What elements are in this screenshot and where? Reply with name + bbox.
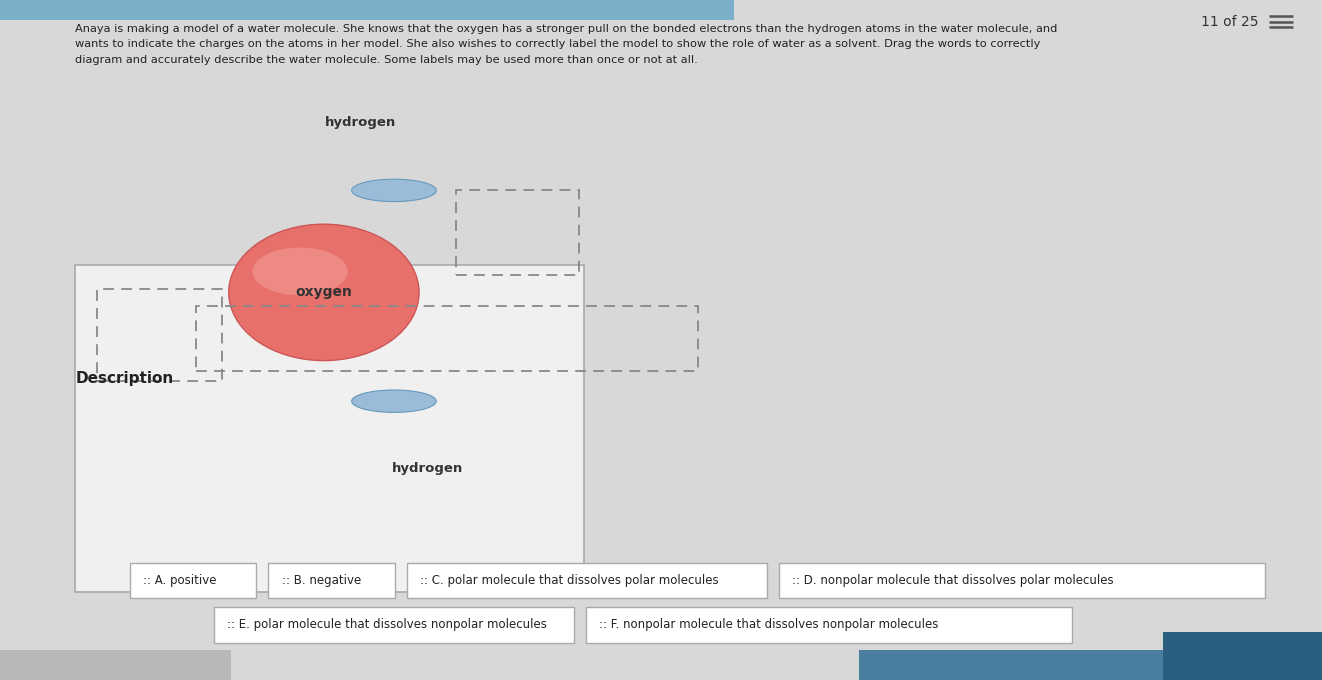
Text: wants to indicate the charges on the atoms in her model. She also wishes to corr: wants to indicate the charges on the ato…: [75, 39, 1040, 50]
Text: hydrogen: hydrogen: [391, 462, 463, 475]
Ellipse shape: [352, 390, 436, 412]
Ellipse shape: [253, 248, 348, 295]
Text: :: C. polar molecule that dissolves polar molecules: :: C. polar molecule that dissolves pola…: [420, 574, 719, 588]
Bar: [214, 607, 574, 643]
Text: :: A. positive: :: A. positive: [143, 574, 217, 588]
Bar: [586, 607, 1072, 643]
Bar: [196, 306, 698, 371]
Text: hydrogen: hydrogen: [325, 116, 397, 129]
Text: diagram and accurately describe the water molecule. Some labels may be used more: diagram and accurately describe the wate…: [75, 55, 698, 65]
Bar: [779, 563, 1265, 598]
Text: :: B. negative: :: B. negative: [282, 574, 361, 588]
Ellipse shape: [229, 224, 419, 360]
Bar: [97, 289, 222, 381]
Text: :: E. polar molecule that dissolves nonpolar molecules: :: E. polar molecule that dissolves nonp…: [227, 618, 547, 632]
Text: Description: Description: [75, 371, 173, 386]
Text: oxygen: oxygen: [295, 286, 353, 299]
Text: Anaya is making a model of a water molecule. She knows that the oxygen has a str: Anaya is making a model of a water molec…: [75, 24, 1058, 34]
Bar: [0, 0, 734, 20]
Bar: [859, 650, 1322, 680]
Text: 11 of 25: 11 of 25: [1202, 15, 1259, 29]
Text: :: F. nonpolar molecule that dissolves nonpolar molecules: :: F. nonpolar molecule that dissolves n…: [599, 618, 939, 632]
Bar: [0, 650, 231, 680]
Bar: [1163, 632, 1322, 680]
Bar: [407, 563, 767, 598]
Bar: [268, 563, 395, 598]
Bar: [456, 190, 579, 275]
Ellipse shape: [352, 180, 436, 201]
Bar: [130, 563, 256, 598]
Bar: [75, 265, 584, 592]
Text: :: D. nonpolar molecule that dissolves polar molecules: :: D. nonpolar molecule that dissolves p…: [792, 574, 1113, 588]
